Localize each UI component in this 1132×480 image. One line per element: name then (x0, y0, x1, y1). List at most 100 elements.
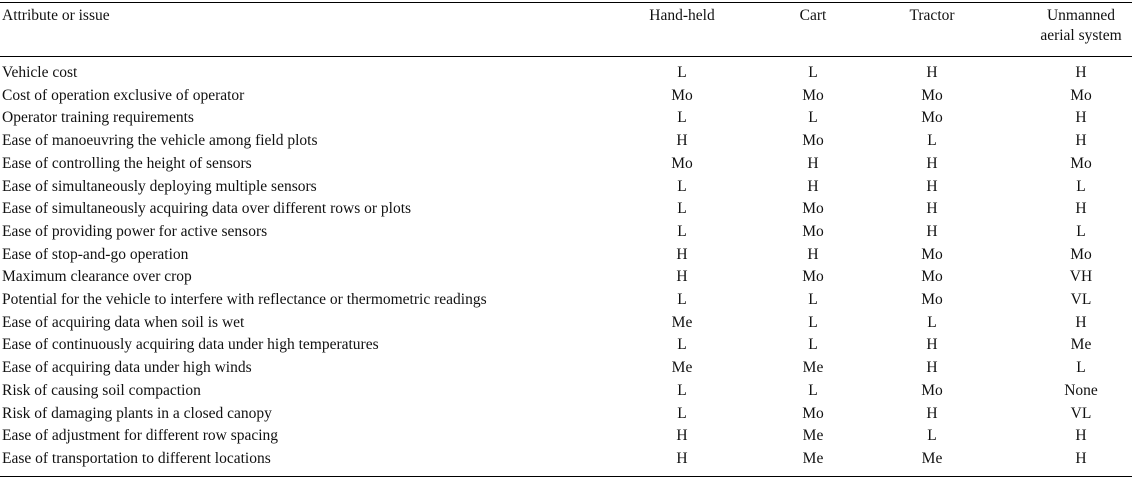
header-attribute: Attribute or issue (2, 7, 110, 24)
cell-handheld: Me (671, 313, 693, 331)
row-attribute: Ease of stop-and-go operation (2, 245, 189, 263)
table-row: Operator training requirements L L Mo H (0, 107, 1132, 129)
cell-tractor: H (926, 222, 938, 240)
header-handheld: Hand-held (649, 7, 715, 24)
table-row: Risk of causing soil compaction L L Mo None (0, 380, 1132, 402)
cell-cart: Mo (802, 200, 824, 218)
cell-uas: Me (1070, 336, 1092, 354)
cell-uas: None (1064, 381, 1098, 399)
row-attribute: Ease of manoeuvring the vehicle among fi… (2, 132, 318, 150)
cell-handheld: H (676, 268, 688, 286)
table-row: Risk of damaging plants in a closed cano… (0, 403, 1132, 425)
cell-handheld: L (677, 381, 687, 399)
cell-handheld: L (677, 404, 687, 422)
table-row: Ease of simultaneously acquiring data ov… (0, 198, 1132, 220)
cell-uas: H (1075, 109, 1087, 127)
cell-uas: H (1075, 132, 1087, 150)
bottom-rule (0, 476, 1132, 477)
cell-handheld: H (676, 427, 688, 445)
row-attribute: Cost of operation exclusive of operator (2, 86, 245, 104)
cell-handheld: H (676, 132, 688, 150)
cell-tractor: L (927, 132, 937, 150)
table-row: Ease of stop-and-go operation H H Mo Mo (0, 244, 1132, 266)
cell-cart: L (808, 336, 818, 354)
cell-tractor: H (926, 200, 938, 218)
cell-cart: Me (802, 359, 824, 377)
row-attribute: Maximum clearance over crop (2, 268, 192, 286)
table-row: Ease of adjustment for different row spa… (0, 425, 1132, 447)
cell-handheld: L (677, 64, 687, 81)
cell-uas: VL (1070, 404, 1092, 422)
row-attribute: Vehicle cost (2, 64, 78, 81)
cell-cart: Me (802, 449, 824, 467)
cell-cart: Mo (802, 86, 824, 104)
header-cart: Cart (799, 7, 827, 24)
cell-handheld: L (677, 177, 687, 195)
cell-cart: Mo (802, 404, 824, 422)
table-row: Ease of acquiring data under high winds M… (0, 357, 1132, 379)
header-tractor: Tractor (909, 7, 955, 24)
cell-uas: L (1076, 222, 1086, 240)
cell-tractor: Mo (921, 245, 943, 263)
cell-uas: Mo (1070, 154, 1092, 172)
table-row: Ease of simultaneously deploying multipl… (0, 176, 1132, 198)
table-row: Ease of providing power for active senso… (0, 221, 1132, 243)
cell-tractor: Mo (921, 109, 943, 127)
table-row: Cost of operation exclusive of operator M… (0, 85, 1132, 107)
row-attribute: Operator training requirements (2, 109, 194, 127)
row-attribute: Ease of acquiring data under high winds (2, 359, 252, 377)
row-attribute: Ease of simultaneously acquiring data ov… (2, 200, 412, 218)
cell-tractor: H (926, 154, 938, 172)
table-row: Ease of transportation to different loca… (0, 448, 1132, 470)
table-row: Ease of controlling the height of sensor… (0, 153, 1132, 175)
top-rule (0, 2, 1132, 3)
cell-cart: H (807, 177, 819, 195)
cell-tractor: H (926, 336, 938, 354)
cell-cart: L (808, 291, 818, 308)
cell-tractor: Mo (921, 268, 943, 286)
cell-tractor: H (926, 404, 938, 422)
cell-cart: H (807, 154, 819, 172)
row-attribute: Ease of controlling the height of sensor… (2, 154, 252, 172)
cell-uas: H (1075, 64, 1087, 81)
cell-tractor: H (926, 64, 938, 81)
table-row: Ease of acquiring data when soil is wet M… (0, 312, 1132, 334)
row-attribute: Risk of damaging plants in a closed cano… (2, 404, 272, 422)
cell-cart: L (808, 313, 818, 331)
header-uas-line2: aerial system (1040, 27, 1122, 44)
cell-cart: L (808, 381, 818, 399)
cell-handheld: H (676, 449, 688, 467)
cell-uas: VL (1070, 291, 1092, 308)
cell-handheld: L (677, 109, 687, 127)
cell-handheld: Mo (671, 86, 693, 104)
table-row: Vehicle cost L L H H (0, 62, 1132, 84)
header-rule (0, 56, 1132, 57)
cell-uas: L (1076, 177, 1086, 195)
row-attribute: Ease of transportation to different loca… (2, 449, 271, 467)
cell-cart: Mo (802, 268, 824, 286)
cell-uas: H (1075, 427, 1087, 445)
cell-tractor: Mo (921, 291, 943, 308)
cell-uas: VH (1069, 268, 1093, 286)
cell-cart: H (807, 245, 819, 263)
row-attribute: Ease of acquiring data when soil is wet (2, 313, 245, 331)
row-attribute: Potential for the vehicle to interfere w… (2, 291, 487, 308)
table-row: Maximum clearance over crop H Mo Mo VH (0, 266, 1132, 288)
cell-cart: Me (802, 427, 824, 445)
cell-cart: L (808, 64, 818, 81)
cell-handheld: L (677, 200, 687, 218)
cell-uas: H (1075, 449, 1087, 467)
cell-cart: L (808, 109, 818, 127)
cell-handheld: L (677, 336, 687, 354)
table-row: Potential for the vehicle to interfere w… (0, 289, 1132, 311)
cell-handheld: L (677, 222, 687, 240)
cell-uas: H (1075, 313, 1087, 331)
cell-tractor: Mo (921, 86, 943, 104)
cell-tractor: L (927, 313, 937, 331)
cell-handheld: Me (671, 359, 693, 377)
cell-handheld: L (677, 291, 687, 308)
header-uas: Unmanned aerial system (1030, 6, 1132, 46)
row-attribute: Ease of adjustment for different row spa… (2, 427, 279, 445)
cell-handheld: Mo (671, 154, 693, 172)
